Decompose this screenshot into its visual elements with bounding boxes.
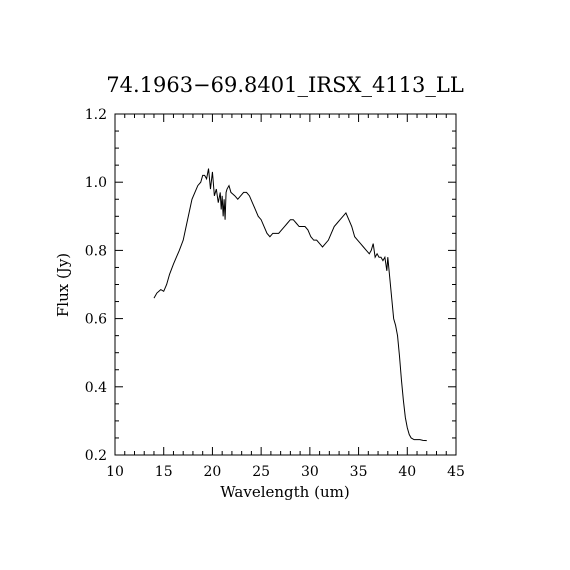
x-tick-label: 40: [398, 464, 416, 480]
series-line-flux: [153, 168, 427, 442]
y-tick-label: 1.0: [85, 175, 107, 191]
x-tick-labels: 10 15 20 25 30 35 40 45: [106, 464, 465, 480]
y-tick-label: 0.6: [85, 312, 107, 328]
y-tick-label: 1.2: [85, 107, 107, 123]
x-tick-label: 20: [204, 464, 222, 480]
y-tick-label: 0.2: [85, 448, 107, 464]
y-tick-labels: 0.2 0.4 0.6 0.8 1.0 1.2: [85, 107, 107, 464]
x-tick-label: 35: [350, 464, 368, 480]
y-axis-label: Flux (Jy): [54, 253, 72, 317]
x-tick-label: 15: [155, 464, 173, 480]
x-tick-label: 25: [252, 464, 270, 480]
chart-title: 74.1963−69.8401_IRSX_4113_LL: [106, 73, 464, 97]
y-tick-label: 0.8: [85, 243, 107, 259]
axis-ticks: [114, 113, 457, 456]
y-tick-label: 0.4: [85, 380, 107, 396]
x-tick-label: 45: [447, 464, 465, 480]
x-tick-label: 30: [301, 464, 319, 480]
x-tick-label: 10: [106, 464, 124, 480]
x-axis-label: Wavelength (um): [220, 483, 349, 501]
